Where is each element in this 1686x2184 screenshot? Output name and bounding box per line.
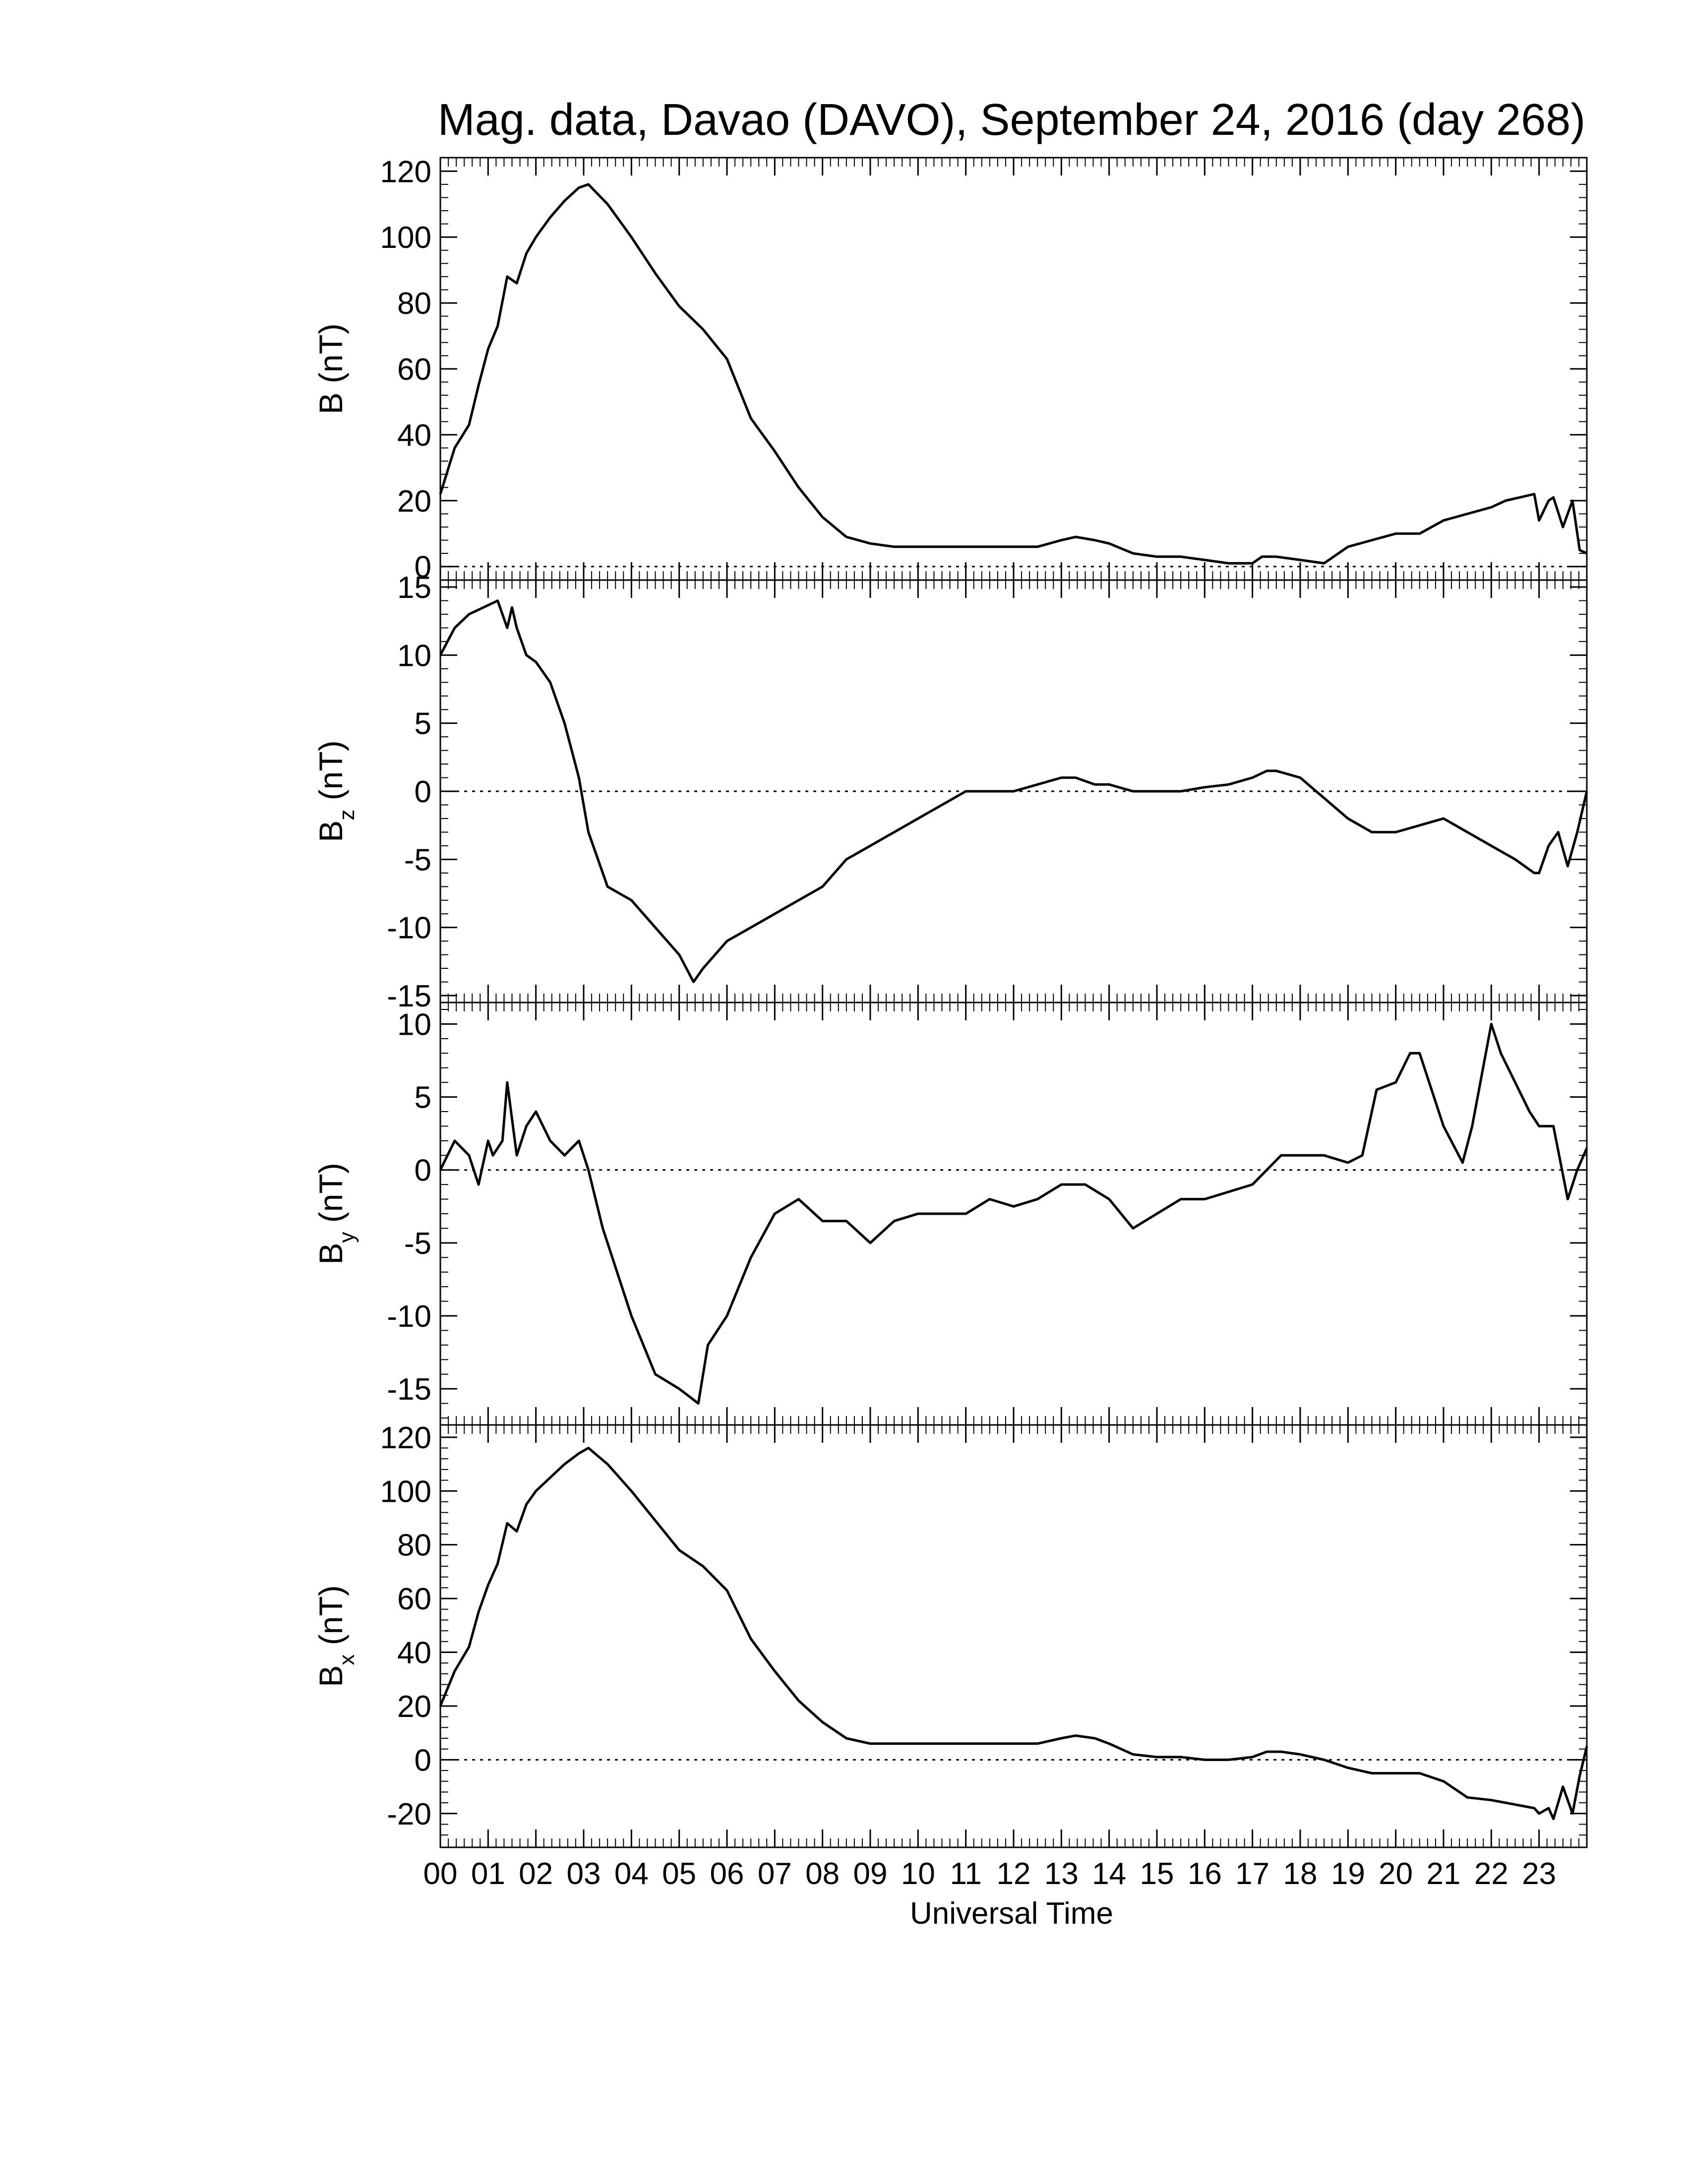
y-tick-label-bz: 0 [415,775,431,809]
y-tick-label-b: 80 [397,287,431,321]
x-tick-label: 02 [519,1857,553,1891]
x-tick-label: 05 [662,1857,696,1891]
x-tick-label: 16 [1188,1857,1222,1891]
y-axis-label-b: B (nT) [312,323,349,414]
y-tick-label-b: 120 [380,155,431,189]
x-tick-label: 11 [950,1857,981,1891]
y-tick-label-bx: 60 [397,1582,431,1616]
x-tick-label: 07 [758,1857,792,1891]
x-tick-label: 15 [1140,1857,1174,1891]
y-tick-label-bz: 15 [397,571,431,605]
x-tick-label: 22 [1474,1857,1508,1891]
series-line-b [439,183,1588,565]
x-tick-label: 04 [614,1857,649,1891]
x-tick-label: 01 [471,1857,505,1891]
x-tick-label: 00 [423,1857,458,1891]
x-tick-label: 18 [1283,1857,1318,1891]
y-tick-label-bz: -15 [387,979,431,1013]
x-axis-title: Universal Time [910,1896,1113,1931]
y-tick-label-bx: 100 [380,1475,431,1509]
y-tick-label-b: 100 [380,221,431,255]
y-tick-label-bz: 5 [415,707,431,741]
y-tick-label-bx: -20 [387,1797,431,1831]
x-tick-label: 08 [805,1857,840,1891]
panel-b: 0 20 40 60 80 100 120 B (nT) [312,155,1588,585]
x-tick-label: 12 [997,1857,1031,1891]
y-tick-label-bz: -10 [387,911,431,945]
panel-bx: -20 0 20 40 60 80 100 120 Bx (nT) [312,1421,1588,1848]
y-tick-label-by: 5 [415,1081,431,1115]
x-axis: 00 01 02 03 04 05 06 07 08 09 10 11 12 13 14 15 16 17 18 19… [423,1857,1557,1891]
y-tick-label-bx: 120 [380,1421,431,1455]
x-tick-label: 06 [710,1857,744,1891]
y-tick-label-by: -5 [404,1227,431,1261]
y-tick-label-by: 0 [415,1154,431,1188]
y-tick-label-bx: 20 [397,1690,431,1724]
y-tick-label-b: 0 [415,550,431,585]
x-tick-label: 21 [1427,1857,1461,1891]
y-tick-label-b: 20 [397,484,431,519]
x-tick-label: 17 [1235,1857,1269,1891]
y-tick-label-b: 40 [397,418,431,453]
y-tick-label-bz: -5 [404,843,431,877]
y-tick-label-bx: 0 [415,1743,431,1777]
x-tick-label: 14 [1092,1857,1126,1891]
y-axis-label-bz: Bz (nT) [312,740,359,842]
y-tick-label-by: 10 [397,1007,431,1042]
y-tick-label-b: 60 [397,353,431,387]
series-line-bx [439,1447,1588,1821]
x-tick-label: 23 [1522,1857,1556,1891]
x-tick-label: 13 [1044,1857,1079,1891]
y-tick-label-bz: 10 [397,639,431,673]
series-line-bz [439,599,1588,983]
x-tick-label: 19 [1331,1857,1365,1891]
y-tick-label-by: -15 [387,1372,431,1407]
x-tick-label: 10 [901,1857,935,1891]
y-tick-label-by: -10 [387,1299,431,1334]
y-tick-label-bx: 80 [397,1529,431,1563]
series-line-by [439,1022,1588,1405]
y-axis-label-bx: Bx (nT) [312,1585,359,1687]
y-tick-label-bx: 40 [397,1636,431,1670]
chart-title: Mag. data, Davao (DAVO), September 24, 2… [438,95,1586,145]
x-tick-label: 09 [853,1857,888,1891]
x-tick-label: 20 [1379,1857,1413,1891]
x-tick-label: 03 [567,1857,601,1891]
y-axis-label-by: By (nT) [312,1163,359,1264]
